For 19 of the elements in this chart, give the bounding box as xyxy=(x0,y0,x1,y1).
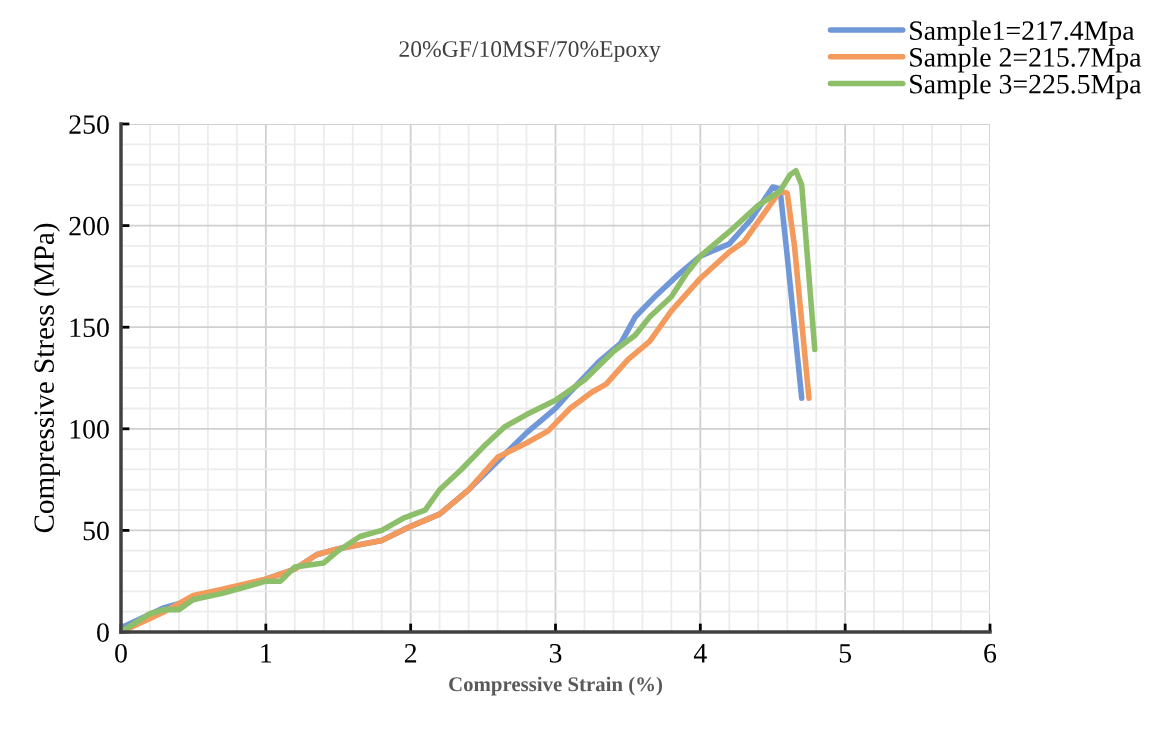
y-tick-label: 100 xyxy=(70,419,109,439)
x-axis-title: Compressive Strain (%) xyxy=(449,676,663,696)
legend-label: Sample1=217.4Mpa xyxy=(910,20,1135,46)
y-axis-title: Compressive Stress (MPa) xyxy=(33,223,60,533)
y-tick-label: 50 xyxy=(83,521,109,541)
legend-label: Sample 3=225.5Mpa xyxy=(910,73,1142,100)
y-tick-label: 200 xyxy=(69,216,109,236)
x-tick-label: 3 xyxy=(549,643,562,663)
x-tick-label: 4 xyxy=(693,644,707,663)
y-tick-label: 150 xyxy=(70,318,109,338)
chart-title: 20%GF/10MSF/70%Epoxy xyxy=(399,41,661,62)
x-tick-label: 0 xyxy=(115,643,127,663)
x-tick-label: 6 xyxy=(984,643,997,663)
legend-label: Sample 2=215.7Mpa xyxy=(910,47,1142,73)
x-tick-label: 5 xyxy=(839,644,852,663)
x-tick-label: 2 xyxy=(404,643,417,663)
y-tick-label: 0 xyxy=(97,623,109,642)
x-tick-label: 1 xyxy=(261,644,272,663)
y-tick-label: 250 xyxy=(69,115,109,134)
